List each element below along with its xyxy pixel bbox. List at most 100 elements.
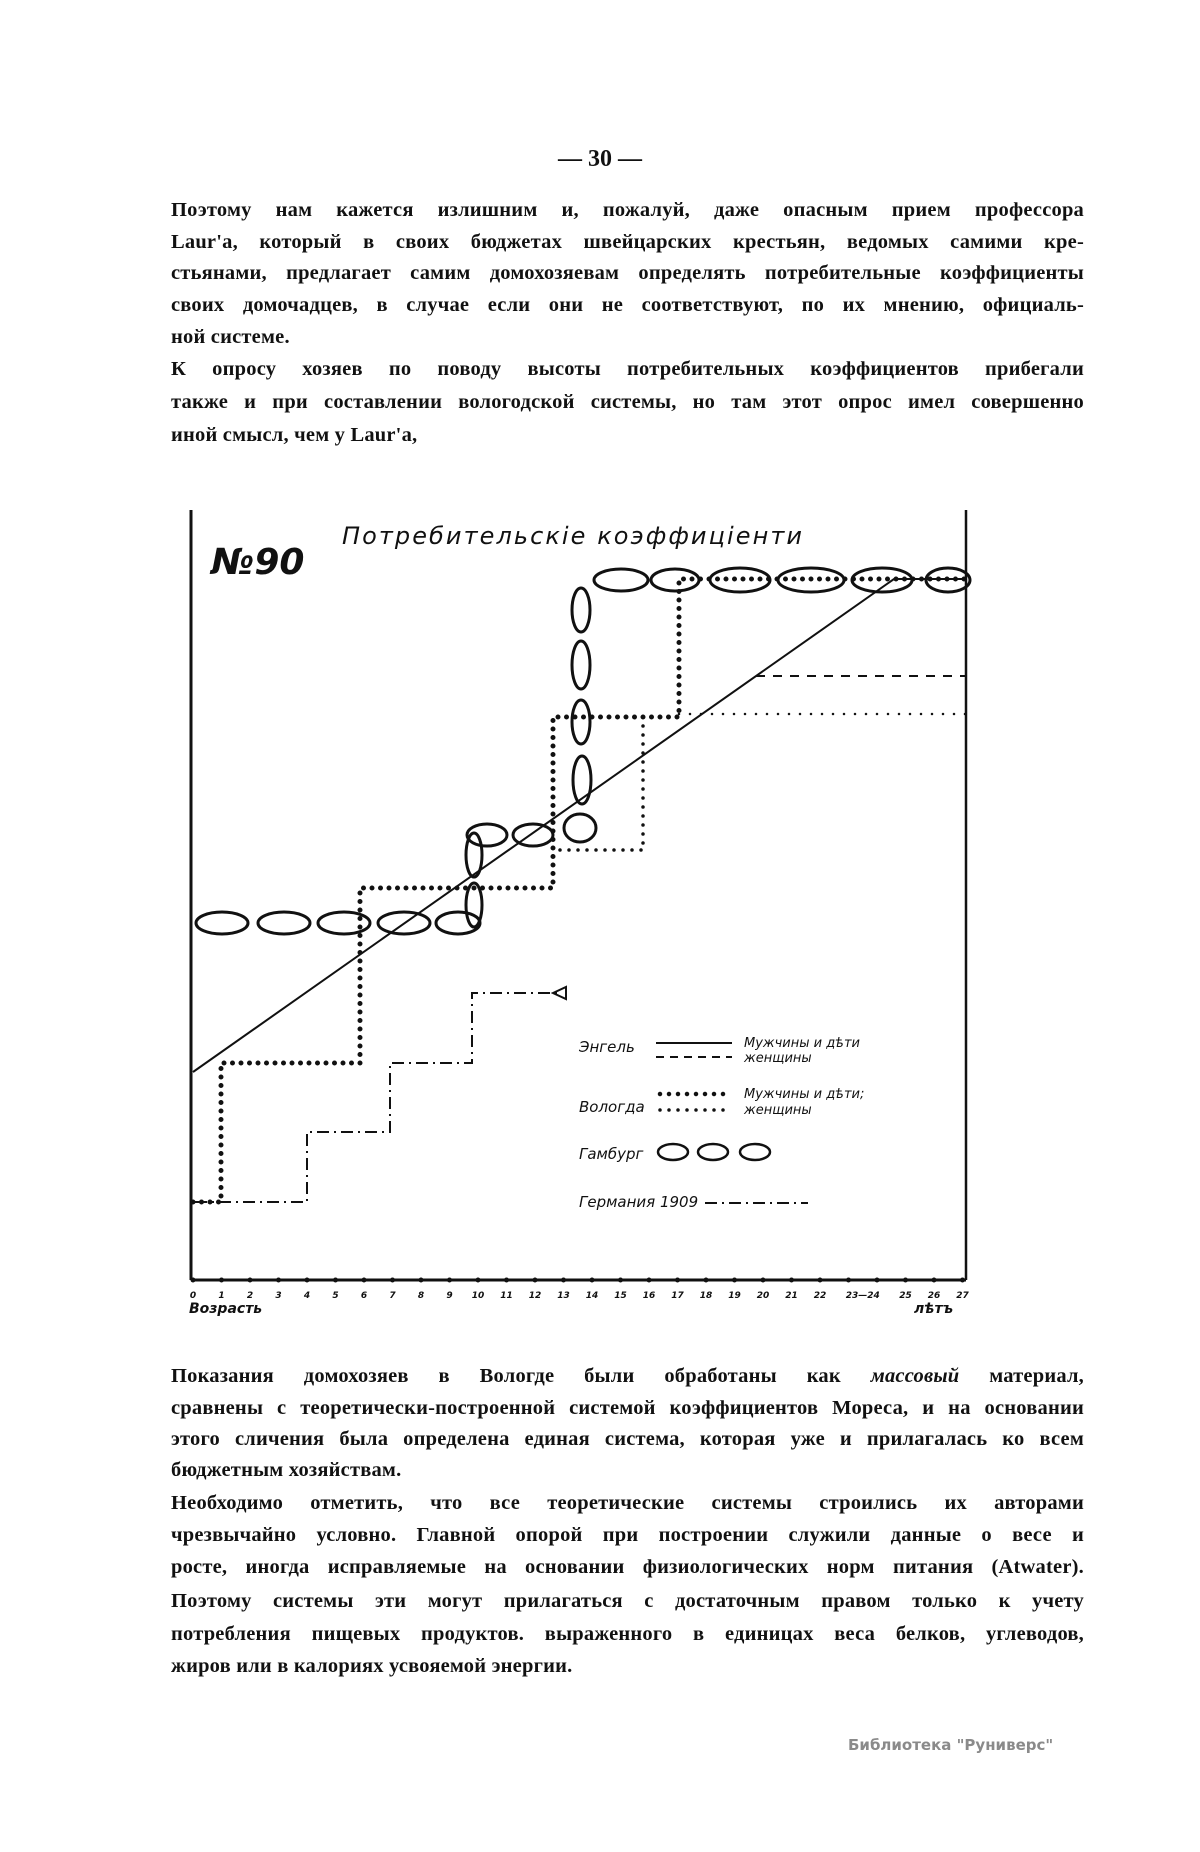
text-line: потребления пищевых продуктов. выраженно… [171,1623,1084,1645]
x-tick-label: 19 [728,1291,741,1301]
x-tick-label: 16 [643,1291,656,1301]
text-line: Необходимо отметить, что все теоретическ… [171,1492,1084,1514]
figure-number: №90 [209,542,304,583]
x-tick [960,1277,965,1283]
germany-1909-end-marker [550,985,567,1001]
x-tick [447,1277,452,1283]
x-tick [247,1277,253,1283]
hamburg-oval [194,910,250,936]
vologda-women-line [555,715,645,852]
legend-vologda-men: Мужчины и дѣти; [744,1087,864,1102]
hamburg-oval [850,566,914,594]
x-tick [561,1277,566,1283]
x-tick [903,1277,908,1283]
text-line: своих домочадцев, в случае если они не с… [171,294,1084,316]
legend-hamburg-sample [656,1142,772,1162]
hamburg-oval [376,910,432,936]
hamburg-oval [316,910,372,936]
hamburg-oval [570,639,592,691]
text-line: жиров или в калориях усвояемой энергии. [171,1655,573,1677]
hamburg-oval [571,754,593,806]
x-tick [361,1277,367,1283]
hamburg-oval [464,831,484,879]
x-tick [418,1277,424,1283]
x-tick-label: 23—24 [846,1291,880,1301]
text-line: также и при составлении вологодской сист… [171,391,1084,413]
x-tick-label: 27 [956,1291,969,1301]
hamburg-oval [511,822,555,848]
x-tick [504,1277,509,1283]
legend-hamburg-label: Гамбург [579,1145,644,1163]
text-line: Показания домохозяев в Вологде были обра… [171,1364,1084,1388]
engel-men-line [192,578,966,1073]
legend-engel-women: женщины [743,1051,812,1066]
x-tick [732,1277,737,1283]
hamburg-oval [256,910,312,936]
figure-title: Потребительскіе коэффиціенти [342,522,802,550]
hamburg-oval [562,812,598,844]
hamburg-oval [708,566,772,594]
x-tick-label: 18 [700,1291,713,1301]
text-line: иной смысл, чем у Laur'a, [171,424,418,446]
x-tick-label: 2 [247,1291,253,1301]
germany-1909-line [195,992,560,1203]
text-segment: материал, [959,1365,1085,1387]
legend-engel-men: Мужчины и дѣти [744,1036,860,1051]
x-tick [475,1277,481,1283]
text-line: Поэтому системы эти могут прилагаться с … [171,1590,1084,1612]
x-tick [817,1277,823,1283]
text-line: стьянами, предлагает самим домохозяевам … [171,262,1084,284]
x-tick [589,1277,595,1283]
x-tick-label: 15 [614,1291,627,1301]
x-tick [846,1277,851,1283]
watermark: Библиотека "Руниверс" [848,1736,1054,1754]
x-tick [276,1277,281,1283]
hamburg-oval [465,822,509,848]
legend-germany-label: Германия 1909 [579,1193,698,1211]
x-tick [931,1277,937,1283]
x-tick-label: 13 [557,1291,570,1301]
hamburg-oval [464,881,484,929]
x-tick-label: 17 [671,1291,684,1301]
text-segment: Показания домохозяев в Вологде были обра… [171,1365,871,1387]
x-tick-label: 8 [418,1291,424,1301]
text-line: Laur'a, который в своих бюджетах швейцар… [171,231,1084,253]
legend: Энгель Мужчины и дѣти женщины Вологда Му… [578,1036,864,1211]
vologda-men-line [190,576,969,1205]
x-tick-label: 1 [218,1291,224,1301]
x-tick-label: 6 [361,1291,367,1301]
x-tick [760,1277,766,1283]
x-tick-label: 12 [529,1291,542,1301]
text-line: росте, иногда исправляемые на основании … [171,1556,1084,1578]
x-tick [874,1277,880,1283]
x-tick-label: 14 [586,1291,599,1301]
hamburg-oval [592,567,650,593]
text-line: Поэтому нам кажется излишним и, пожалуй,… [171,199,1084,221]
x-axis-label: Возрасть [189,1301,262,1317]
x-tick [219,1277,224,1283]
hamburg-oval [434,910,482,936]
x-tick-label: 11 [500,1291,513,1301]
text-line: бюджетным хозяйствам. [171,1459,402,1481]
legend-engel-label: Энгель [578,1038,635,1056]
x-tick [190,1277,196,1283]
x-tick-label: 10 [472,1291,485,1301]
x-axis-unit: лѣтъ [914,1301,953,1317]
x-tick [703,1277,709,1283]
hamburg-oval [570,698,592,746]
x-tick-label: 21 [785,1291,798,1301]
x-tick-label: 4 [303,1291,310,1301]
x-tick [390,1277,395,1283]
text-italic: массовый [870,1365,960,1387]
x-tick-label: 3 [275,1291,281,1301]
legend-vologda-women: женщины [743,1103,812,1118]
x-tick [675,1277,680,1283]
x-tick-label: 5 [332,1291,338,1301]
hamburg-oval [924,566,972,594]
x-tick [304,1277,310,1283]
x-tick-label: 7 [389,1291,396,1301]
x-tick-label: 9 [446,1291,452,1301]
x-tick [789,1277,794,1283]
x-tick-label: 26 [928,1291,941,1301]
x-tick [618,1277,623,1283]
